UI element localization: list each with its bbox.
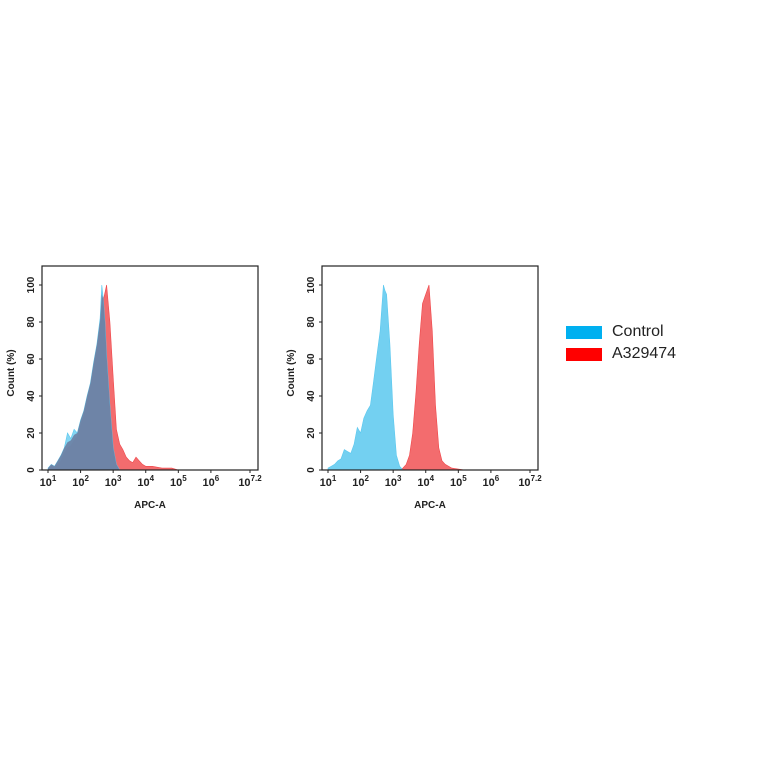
x-tick-label: 105 [450, 474, 467, 489]
x-tick-label: 102 [352, 474, 369, 489]
series-area-control [327, 284, 404, 471]
histogram-plot-1: 0 20 40 60 80 100 Count (%) 101 102 103 104 105 106 1… [6, 265, 262, 511]
legend-item-a329474: A329474 [566, 343, 676, 365]
y-tick-label: 80 [306, 316, 317, 328]
y-tick-label: 100 [306, 276, 317, 293]
y-axis-label: Count (%) [286, 349, 297, 396]
x-tick-label: 102 [72, 474, 89, 489]
y-tick-label: 20 [26, 427, 37, 439]
x-tick-label: 107.2 [518, 474, 542, 489]
y-tick-label: 60 [306, 353, 317, 365]
x-axis-label: APC-A [134, 500, 166, 511]
y-tick-label: 40 [306, 390, 317, 402]
y-tick-label: 100 [26, 276, 37, 293]
legend-swatch-a329474 [566, 347, 602, 361]
x-tick-label: 104 [417, 474, 434, 489]
plot-frame [321, 265, 539, 471]
y-tick-label: 20 [306, 427, 317, 439]
x-tick-label: 106 [203, 474, 220, 489]
series-overlap-area [48, 294, 120, 470]
y-axis-label: Count (%) [6, 349, 17, 396]
x-tick-label: 103 [105, 474, 122, 489]
legend-label-a329474: A329474 [612, 345, 677, 362]
legend-swatch-control [566, 325, 602, 339]
x-tick-label: 106 [483, 474, 500, 489]
legend: Control A329474 [566, 321, 676, 365]
x-tick-label: 105 [170, 474, 187, 489]
y-tick-label: 0 [26, 467, 37, 473]
y-tick-label: 40 [26, 390, 37, 402]
plot-frame [41, 265, 259, 471]
x-tick-label: 101 [40, 474, 57, 489]
x-axis-label: APC-A [414, 500, 446, 511]
x-tick-label: 101 [320, 474, 337, 489]
legend-item-control: Control [566, 321, 676, 343]
y-tick-label: 0 [306, 467, 317, 473]
histogram-plot-2: 0 20 40 60 80 100 Count (%) 101 102 103 104 105 106 1… [286, 265, 542, 511]
legend-label-control: Control [612, 323, 664, 340]
x-tick-label: 103 [385, 474, 402, 489]
y-tick-label: 80 [26, 316, 37, 328]
x-tick-label: 104 [137, 474, 154, 489]
x-tick-label: 107.2 [238, 474, 262, 489]
y-tick-label: 60 [26, 353, 37, 365]
series-area-a329474 [398, 284, 491, 471]
